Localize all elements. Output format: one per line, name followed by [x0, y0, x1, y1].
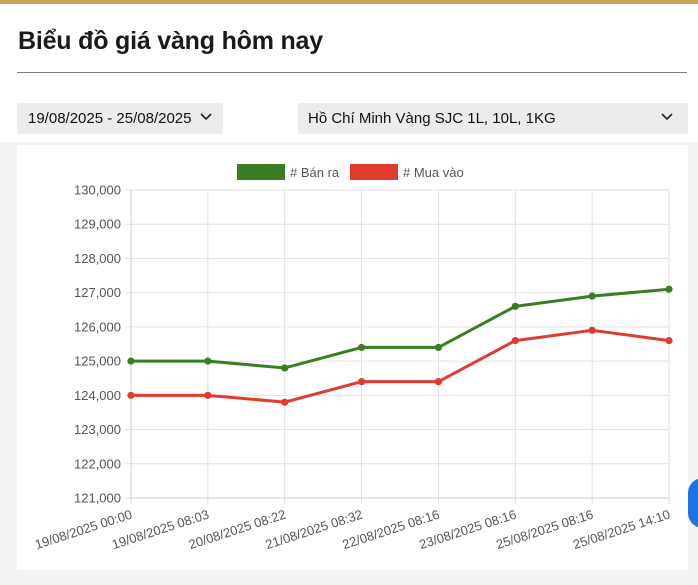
- series-line: [131, 328, 670, 404]
- y-tick-label: 124,000: [74, 388, 121, 403]
- y-tick-label: 130,000: [74, 183, 121, 198]
- date-range-value: 19/08/2025 - 25/08/2025: [28, 110, 192, 127]
- y-tick-label: 128,000: [74, 251, 121, 266]
- data-point[interactable]: [204, 391, 212, 399]
- y-tick-label: 122,000: [74, 456, 121, 471]
- data-point[interactable]: [434, 378, 443, 386]
- location-product-select[interactable]: Hồ Chí Minh Vàng SJC 1L, 10L, 1KG: [298, 103, 688, 134]
- floating-action-button[interactable]: [688, 478, 698, 528]
- data-point[interactable]: [281, 398, 289, 406]
- data-point[interactable]: [127, 357, 135, 365]
- date-range-select[interactable]: 19/08/2025 - 25/08/2025: [17, 103, 223, 134]
- y-tick-label: 127,000: [74, 285, 121, 300]
- location-product-value: Hồ Chí Minh Vàng SJC 1L, 10L, 1KG: [308, 110, 556, 127]
- data-point[interactable]: [127, 391, 135, 399]
- y-tick-label: 121,000: [74, 491, 121, 506]
- data-point[interactable]: [665, 285, 673, 293]
- data-point[interactable]: [357, 378, 366, 386]
- legend-label[interactable]: # Bán ra: [290, 165, 340, 180]
- chevron-down-icon: [200, 113, 212, 121]
- title-divider: [17, 72, 687, 73]
- data-point[interactable]: [511, 336, 519, 345]
- data-point[interactable]: [588, 292, 596, 300]
- data-point[interactable]: [665, 336, 673, 345]
- data-point[interactable]: [434, 343, 443, 352]
- y-tick-label: 125,000: [74, 354, 121, 369]
- chart-card: 121,000 122,000 123,000 124,000 125,000 126,0…: [17, 145, 688, 570]
- data-point[interactable]: [588, 326, 596, 334]
- data-point[interactable]: [357, 343, 366, 352]
- data-point[interactable]: [511, 302, 519, 310]
- chevron-down-icon: [661, 113, 673, 121]
- price-line-chart: 121,000 122,000 123,000 124,000 125,000 126,0…: [33, 164, 673, 552]
- data-point[interactable]: [281, 364, 289, 372]
- data-point[interactable]: [204, 357, 212, 365]
- legend-label[interactable]: # Mua vào: [403, 165, 464, 180]
- y-tick-label: 123,000: [74, 422, 121, 437]
- series-line: [131, 287, 670, 370]
- legend-swatch: [350, 164, 398, 180]
- page-title: Biểu đồ giá vàng hôm nay: [18, 27, 323, 55]
- y-tick-label: 126,000: [74, 319, 121, 334]
- legend-swatch: [237, 164, 285, 180]
- top-accent-bar: [0, 0, 698, 4]
- y-tick-label: 129,000: [74, 217, 121, 232]
